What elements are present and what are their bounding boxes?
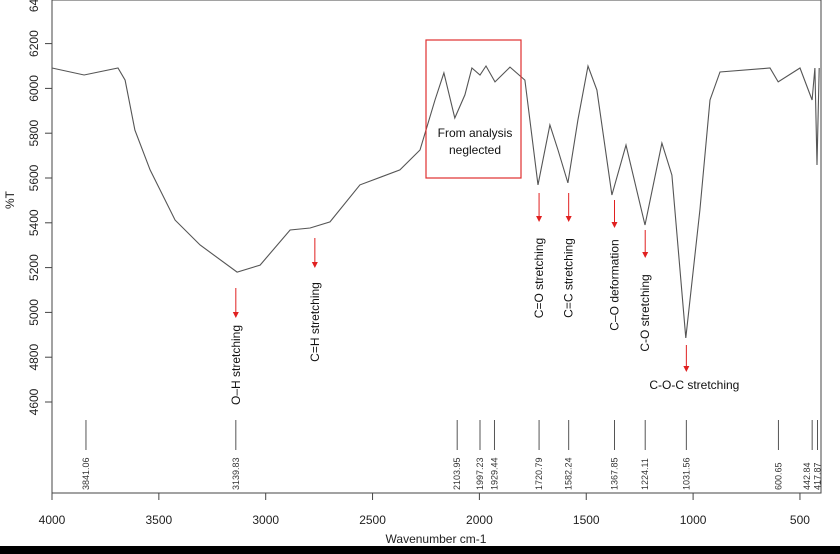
arrow-head-icon bbox=[232, 312, 239, 318]
box-note-text: From analysis bbox=[438, 126, 513, 140]
arrow-head-icon bbox=[536, 216, 543, 222]
x-tick-label: 4000 bbox=[39, 513, 66, 527]
y-tick-label: 6400 bbox=[27, 0, 41, 12]
y-tick-label: 6000 bbox=[27, 75, 41, 102]
peak-label: 1582.24 bbox=[564, 457, 574, 490]
arrow-head-icon bbox=[683, 366, 690, 372]
x-tick-label: 3500 bbox=[145, 513, 172, 527]
x-tick-label: 2000 bbox=[466, 513, 493, 527]
y-tick-label: 4800 bbox=[27, 344, 41, 371]
x-tick-label: 1500 bbox=[573, 513, 600, 527]
arrow-head-icon bbox=[311, 262, 318, 268]
y-tick-label: 6200 bbox=[27, 30, 41, 57]
y-axis-label: %T bbox=[3, 190, 17, 209]
annotation-label: C–O deformation bbox=[607, 239, 621, 330]
neglected-region-box bbox=[425, 39, 522, 179]
peak-label: 2103.95 bbox=[452, 457, 462, 490]
annotation-label: O–H stretching bbox=[229, 325, 243, 405]
box-note-text: neglected bbox=[449, 143, 501, 157]
bottom-bar bbox=[0, 546, 840, 554]
annotation-label: C=O stretching bbox=[532, 238, 546, 318]
arrow-head-icon bbox=[565, 216, 572, 222]
x-tick-label: 2500 bbox=[359, 513, 386, 527]
peak-label: 3139.83 bbox=[231, 457, 241, 490]
x-tick-label: 500 bbox=[790, 513, 810, 527]
annotation-label: C=C stretching bbox=[562, 238, 576, 318]
spectrum-line bbox=[51, 63, 820, 338]
arrow-head-icon bbox=[642, 252, 649, 258]
peak-label: 417.87 bbox=[813, 462, 823, 490]
peak-label: 3841.06 bbox=[81, 457, 91, 490]
y-tick-label: 5000 bbox=[27, 299, 41, 326]
peak-label: 1367.85 bbox=[609, 457, 619, 490]
peak-label: 600.65 bbox=[773, 462, 783, 490]
x-tick-label: 1000 bbox=[680, 513, 707, 527]
peak-label: 1997.23 bbox=[475, 457, 485, 490]
annotation-label: C-O stretching bbox=[638, 274, 652, 351]
peak-label: 1031.56 bbox=[681, 457, 691, 490]
x-tick-label: 3000 bbox=[252, 513, 279, 527]
arrow-head-icon bbox=[611, 222, 618, 228]
y-tick-label: 4600 bbox=[27, 388, 41, 415]
y-tick-label: 5400 bbox=[27, 209, 41, 236]
x-axis-label: Wavenumber cm-1 bbox=[386, 532, 487, 546]
peak-label: 1224.11 bbox=[640, 458, 650, 490]
peak-label: 1929.44 bbox=[489, 457, 499, 490]
annotation-label: C-O-C stretching bbox=[649, 378, 739, 392]
annotation-label: C=H stretching bbox=[308, 282, 322, 362]
peak-label: 442.84 bbox=[802, 462, 812, 490]
y-tick-label: 5600 bbox=[27, 164, 41, 191]
y-tick-label: 5200 bbox=[27, 254, 41, 281]
peak-label: 1720.79 bbox=[534, 457, 544, 490]
plot-frame bbox=[51, 0, 822, 494]
y-tick-label: 5800 bbox=[27, 120, 41, 147]
